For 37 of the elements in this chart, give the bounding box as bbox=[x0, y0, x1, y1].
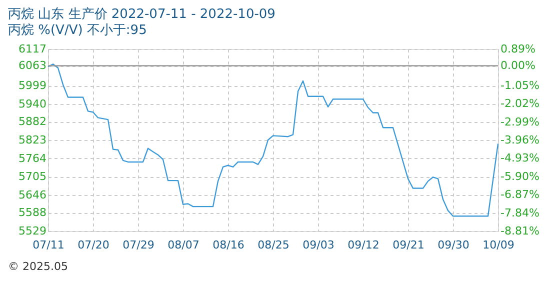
y2-tick-label: -1.05% bbox=[500, 78, 540, 92]
x-tick-label: 07/20 bbox=[78, 238, 110, 252]
x-tick-label: 09/03 bbox=[302, 238, 334, 252]
x-tick-label: 08/16 bbox=[212, 238, 244, 252]
x-tick-label: 09/21 bbox=[392, 238, 424, 252]
y-tick-label: 6117 bbox=[18, 42, 46, 56]
x-tick-label: 10/09 bbox=[482, 238, 514, 252]
line-series bbox=[47, 64, 499, 217]
x-tick-label: 08/25 bbox=[258, 238, 290, 252]
y2-tick-label: -8.81% bbox=[500, 224, 540, 238]
text: © 2025.05 bbox=[8, 260, 68, 273]
y2-tick-label: -6.87% bbox=[500, 188, 540, 202]
y2-tick-label: -3.96% bbox=[500, 134, 540, 146]
y-tick-label: 5705 bbox=[18, 170, 46, 184]
y2-tick-label: -2.99% bbox=[500, 115, 540, 128]
y2-tick-label: -5.90% bbox=[500, 170, 540, 183]
x-tick-label: 07/11 bbox=[32, 238, 64, 252]
x-tick-label: 09/30 bbox=[438, 238, 470, 252]
y-tick-label: 5823 bbox=[18, 134, 46, 146]
y2-tick-label: 0.00% bbox=[500, 59, 536, 72]
chart-subtitle: 丙烷 %(V/V) 不小于:95 bbox=[8, 23, 147, 38]
y-tick-label: 5646 bbox=[18, 188, 46, 202]
y-tick-label: 5940 bbox=[18, 97, 46, 110]
y2-tick-label: -2.02% bbox=[500, 97, 540, 110]
y2-tick-label: -7.84% bbox=[500, 206, 540, 220]
x-tick-label: 07/29 bbox=[122, 238, 154, 252]
y-tick-label: 6063 bbox=[18, 59, 46, 72]
y-tick-label: 5999 bbox=[18, 79, 46, 92]
chart-title: 丙烷 山东 生产价 2022-07-11 - 2022-10-09 bbox=[8, 7, 276, 22]
y-tick-label: 5529 bbox=[18, 224, 46, 238]
x-tick-label: 08/07 bbox=[168, 238, 200, 252]
y2-tick-label: -4.93% bbox=[500, 152, 540, 165]
y2-tick-label: 0.89% bbox=[500, 42, 536, 56]
y-tick-label: 5588 bbox=[18, 206, 46, 220]
y-tick-label: 5764 bbox=[18, 152, 46, 165]
x-tick-label: 09/12 bbox=[348, 238, 380, 252]
y-tick-label: 5882 bbox=[18, 115, 46, 128]
